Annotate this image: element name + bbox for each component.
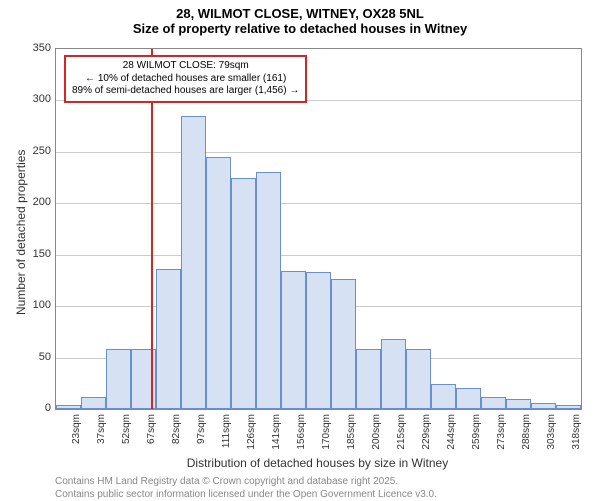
x-tick: 97sqm xyxy=(196,414,207,444)
x-tick: 200sqm xyxy=(371,414,382,450)
annotation-line-3: 89% of semi-detached houses are larger (… xyxy=(72,85,299,98)
bar xyxy=(56,405,81,409)
bar xyxy=(306,272,331,409)
footer-attribution: Contains HM Land Registry data © Crown c… xyxy=(55,475,437,501)
y-tick: 350 xyxy=(0,42,51,54)
marker-line xyxy=(151,49,153,409)
x-tick: 318sqm xyxy=(571,414,582,450)
x-tick: 244sqm xyxy=(446,414,457,450)
chart-title-sub: Size of property relative to detached ho… xyxy=(0,21,600,40)
y-tick: 50 xyxy=(0,351,51,363)
bar xyxy=(406,349,431,409)
y-tick: 300 xyxy=(0,93,51,105)
x-tick: 156sqm xyxy=(296,414,307,450)
footer-line-2: Contains public sector information licen… xyxy=(55,488,437,501)
x-tick: 303sqm xyxy=(546,414,557,450)
bar xyxy=(481,397,506,409)
x-tick: 23sqm xyxy=(71,414,82,444)
x-tick: 229sqm xyxy=(421,414,432,450)
chart-container: 28, WILMOT CLOSE, WITNEY, OX28 5NL Size … xyxy=(0,0,600,500)
bar xyxy=(156,269,181,409)
x-tick: 215sqm xyxy=(396,414,407,450)
annotation-box: 28 WILMOT CLOSE: 79sqm ← 10% of detached… xyxy=(64,55,307,103)
gridline xyxy=(56,255,581,256)
footer-line-1: Contains HM Land Registry data © Crown c… xyxy=(55,475,437,488)
bar xyxy=(256,172,281,409)
x-tick: 52sqm xyxy=(121,414,132,444)
x-tick: 185sqm xyxy=(346,414,357,450)
y-tick: 100 xyxy=(0,299,51,311)
y-tick: 250 xyxy=(0,145,51,157)
bar xyxy=(381,339,406,409)
gridline xyxy=(56,152,581,153)
bar xyxy=(531,403,556,409)
x-tick: 141sqm xyxy=(271,414,282,450)
y-tick: 150 xyxy=(0,248,51,260)
bar xyxy=(431,384,456,409)
x-tick: 259sqm xyxy=(471,414,482,450)
bar xyxy=(506,399,531,409)
x-tick: 273sqm xyxy=(496,414,507,450)
x-tick: 288sqm xyxy=(521,414,532,450)
x-tick: 170sqm xyxy=(321,414,332,450)
x-tick: 82sqm xyxy=(171,414,182,444)
x-tick: 111sqm xyxy=(221,414,232,448)
bar xyxy=(231,178,256,409)
y-tick: 200 xyxy=(0,196,51,208)
chart-title-main: 28, WILMOT CLOSE, WITNEY, OX28 5NL xyxy=(0,0,600,21)
annotation-line-2: ← 10% of detached houses are smaller (16… xyxy=(72,73,299,86)
bar xyxy=(81,397,106,409)
y-axis-label: Number of detached properties xyxy=(14,150,28,315)
bar xyxy=(456,388,481,409)
plot-area: 28 WILMOT CLOSE: 79sqm ← 10% of detached… xyxy=(55,48,582,410)
annotation-line-1: 28 WILMOT CLOSE: 79sqm xyxy=(72,60,299,73)
x-axis-label: Distribution of detached houses by size … xyxy=(55,456,580,470)
y-tick: 0 xyxy=(0,402,51,414)
bar xyxy=(181,116,206,409)
bar xyxy=(331,279,356,409)
bar xyxy=(106,349,131,409)
bar xyxy=(206,157,231,409)
x-tick: 67sqm xyxy=(146,414,157,444)
bar xyxy=(556,405,581,409)
bar xyxy=(356,349,381,409)
x-tick: 37sqm xyxy=(96,414,107,444)
gridline xyxy=(56,203,581,204)
x-tick: 126sqm xyxy=(246,414,257,450)
bar xyxy=(281,271,306,409)
